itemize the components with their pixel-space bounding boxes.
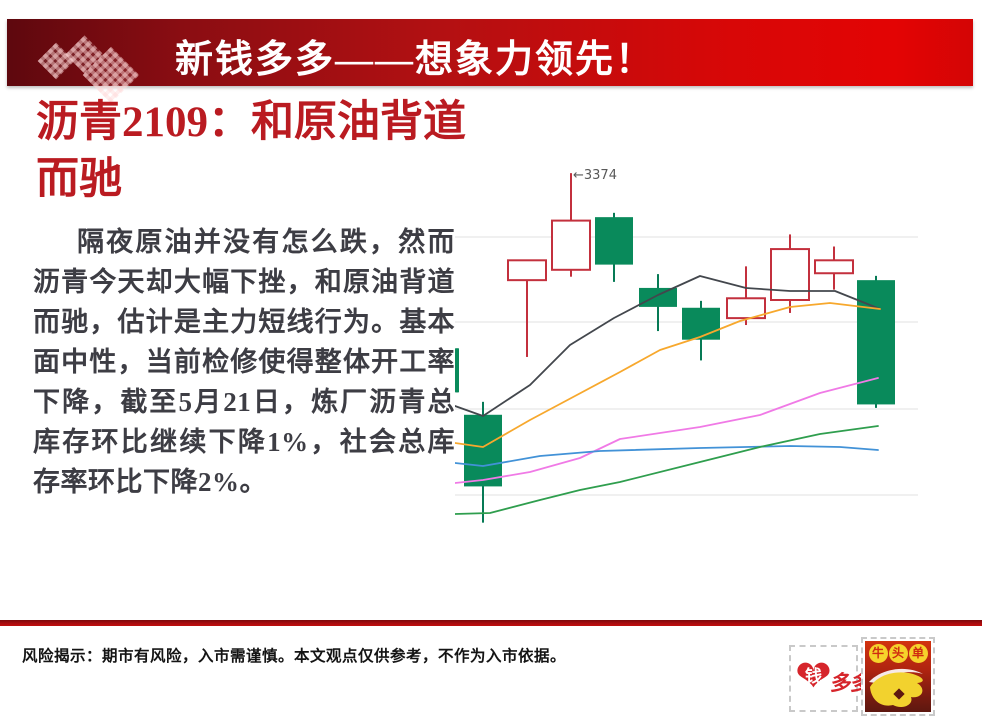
candle-up: [551, 173, 591, 277]
header-banner: 新钱多多——想象力领先！: [7, 19, 973, 104]
heart-icon: ❤: [795, 651, 832, 702]
heart-char: 钱: [805, 667, 822, 686]
ma-pink-line: [454, 377, 879, 484]
ma-green-line: [454, 425, 879, 515]
candle-down: [857, 275, 895, 408]
logo-qianduoduo: ❤ 钱 多多: [789, 645, 873, 712]
ma-blue-line: [454, 445, 879, 467]
candle-down: [464, 401, 502, 523]
candle-up: [770, 234, 810, 313]
logo-char-circle: 头: [888, 644, 908, 663]
logo-char-circle: 单: [908, 644, 928, 663]
logo-niutoudan-chars: 牛头单: [865, 644, 931, 663]
candlestick-chart: ←3374: [454, 150, 920, 530]
candlestick-svg: ←3374: [454, 168, 918, 523]
candle-up: [814, 246, 854, 290]
logo-char-circle: 牛: [868, 644, 888, 663]
footer-divider: [0, 620, 982, 626]
bull-head-icon: [869, 668, 923, 708]
price-annotation: ←3374: [573, 168, 617, 183]
ma-black-line: [454, 275, 881, 417]
risk-disclaimer: 风险揭示：期市有风险，入市需谨慎。本文观点仅供参考，不作为入市依据。: [22, 648, 567, 665]
candle-up: [726, 266, 766, 326]
page-title: 沥青2109：和原油背道而驰: [36, 99, 466, 203]
logo-niutoudan: 牛头单: [861, 637, 935, 716]
banner-slogan: 新钱多多——想象力领先！: [175, 39, 656, 81]
diamond-pattern-icon: [37, 42, 75, 80]
candle-down: [595, 212, 633, 282]
article-body-text: 隔夜原油并没有怎么跌，然而沥青今天却大幅下挫，和原油背道而驰，估计是主力短线行为…: [33, 227, 455, 497]
candle-down: [639, 274, 677, 332]
candle-down: [682, 300, 720, 361]
ma-orange-line: [454, 302, 881, 448]
candle-down: [455, 348, 459, 393]
candle-up: [507, 259, 547, 357]
